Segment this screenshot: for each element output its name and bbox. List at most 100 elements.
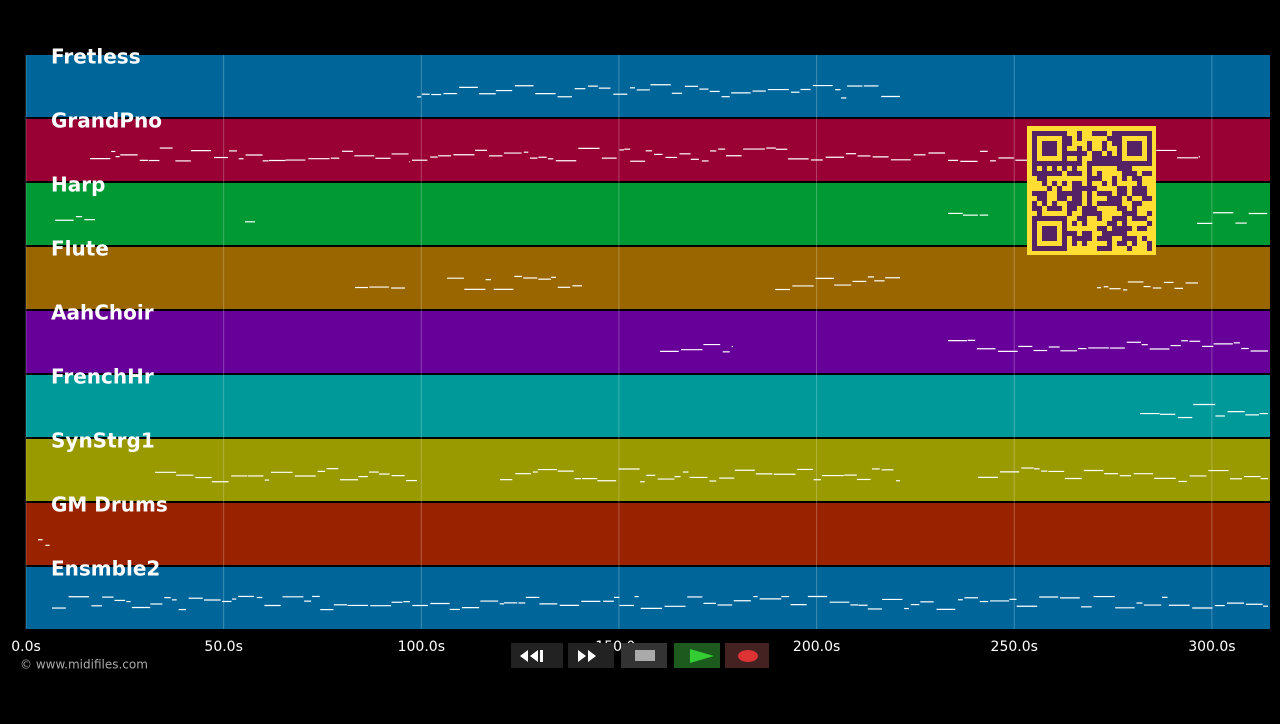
qr-module bbox=[1147, 131, 1152, 136]
qr-module bbox=[1077, 151, 1082, 156]
qr-module bbox=[1097, 211, 1102, 216]
qr-module bbox=[1102, 191, 1107, 196]
qr-module bbox=[1082, 231, 1087, 236]
qr-module bbox=[1142, 236, 1147, 241]
qr-module bbox=[1117, 216, 1122, 221]
qr-module bbox=[1117, 241, 1122, 246]
qr-module bbox=[1112, 231, 1117, 236]
qr-module bbox=[1067, 201, 1072, 206]
qr-module bbox=[1147, 161, 1152, 166]
time-tick-label: 0.0s bbox=[11, 639, 41, 655]
qr-module bbox=[1042, 196, 1047, 201]
qr-module bbox=[1047, 171, 1052, 176]
qr-module bbox=[1087, 211, 1092, 216]
qr-module bbox=[1102, 146, 1107, 151]
qr-module bbox=[1097, 171, 1102, 176]
qr-module bbox=[1122, 131, 1127, 136]
qr-module bbox=[1082, 216, 1087, 221]
track-lane bbox=[26, 55, 1270, 117]
qr-module bbox=[1097, 201, 1102, 206]
qr-module bbox=[1147, 151, 1152, 156]
qr-module bbox=[1042, 176, 1047, 181]
rewind-icon bbox=[520, 650, 543, 662]
qr-module bbox=[1112, 176, 1117, 181]
qr-module bbox=[1042, 226, 1047, 231]
qr-module bbox=[1142, 186, 1147, 191]
qr-module bbox=[1077, 161, 1082, 166]
qr-module bbox=[1112, 136, 1117, 141]
qr-module bbox=[1102, 201, 1107, 206]
qr-module bbox=[1097, 191, 1102, 196]
qr-module bbox=[1057, 196, 1062, 201]
qr-module bbox=[1032, 136, 1037, 141]
qr-module bbox=[1107, 151, 1112, 156]
qr-module bbox=[1062, 236, 1067, 241]
qr-module bbox=[1092, 211, 1097, 216]
qr-module bbox=[1122, 226, 1127, 231]
qr-module bbox=[1132, 171, 1137, 176]
qr-module bbox=[1057, 206, 1062, 211]
qr-module bbox=[1042, 146, 1047, 151]
qr-module bbox=[1092, 161, 1097, 166]
qr-module bbox=[1137, 216, 1142, 221]
qr-module bbox=[1057, 216, 1062, 221]
qr-module bbox=[1057, 131, 1062, 136]
qr-module bbox=[1137, 226, 1142, 231]
qr-module bbox=[1062, 161, 1067, 166]
qr-module bbox=[1062, 181, 1067, 186]
qr-module bbox=[1072, 151, 1077, 156]
qr-module bbox=[1032, 201, 1037, 206]
qr-module bbox=[1137, 146, 1142, 151]
qr-module bbox=[1097, 151, 1102, 156]
qr-module bbox=[1047, 226, 1052, 231]
qr-module bbox=[1082, 236, 1087, 241]
qr-module bbox=[1072, 186, 1077, 191]
qr-module bbox=[1132, 201, 1137, 206]
qr-module bbox=[1032, 191, 1037, 196]
qr-module bbox=[1077, 236, 1082, 241]
qr-module bbox=[1042, 231, 1047, 236]
qr-module bbox=[1137, 186, 1142, 191]
qr-module bbox=[1092, 131, 1097, 136]
qr-module bbox=[1127, 236, 1132, 241]
qr-module bbox=[1032, 206, 1037, 211]
qr-module bbox=[1122, 241, 1127, 246]
qr-module bbox=[1072, 201, 1077, 206]
qr-module bbox=[1112, 131, 1117, 136]
qr-module bbox=[1117, 191, 1122, 196]
qr-module bbox=[1067, 211, 1072, 216]
qr-module bbox=[1047, 141, 1052, 146]
qr-module bbox=[1087, 146, 1092, 151]
qr-module bbox=[1052, 231, 1057, 236]
qr-module bbox=[1032, 131, 1037, 136]
qr-module bbox=[1127, 171, 1132, 176]
qr-module bbox=[1102, 226, 1107, 231]
qr-module bbox=[1052, 181, 1057, 186]
qr-module bbox=[1052, 146, 1057, 151]
qr-module bbox=[1122, 176, 1127, 181]
qr-module bbox=[1042, 181, 1047, 186]
qr-module bbox=[1137, 151, 1142, 156]
qr-module bbox=[1147, 156, 1152, 161]
qr-module bbox=[1112, 141, 1117, 146]
qr-module bbox=[1112, 196, 1117, 201]
qr-module bbox=[1032, 241, 1037, 246]
qr-module bbox=[1032, 161, 1037, 166]
qr-module bbox=[1057, 246, 1062, 251]
qr-module bbox=[1122, 206, 1127, 211]
qr-module bbox=[1057, 171, 1062, 176]
qr-module bbox=[1117, 146, 1122, 151]
qr-module bbox=[1052, 226, 1057, 231]
qr-module bbox=[1147, 171, 1152, 176]
grid bbox=[25, 55, 1213, 629]
qr-module bbox=[1147, 136, 1152, 141]
qr-module bbox=[1117, 166, 1122, 171]
qr-module bbox=[1142, 196, 1147, 201]
qr-module bbox=[1087, 176, 1092, 181]
qr-module bbox=[1142, 191, 1147, 196]
qr-module bbox=[1107, 161, 1112, 166]
qr-module bbox=[1147, 146, 1152, 151]
qr-module bbox=[1102, 231, 1107, 236]
qr-module bbox=[1072, 191, 1077, 196]
qr-module bbox=[1127, 196, 1132, 201]
